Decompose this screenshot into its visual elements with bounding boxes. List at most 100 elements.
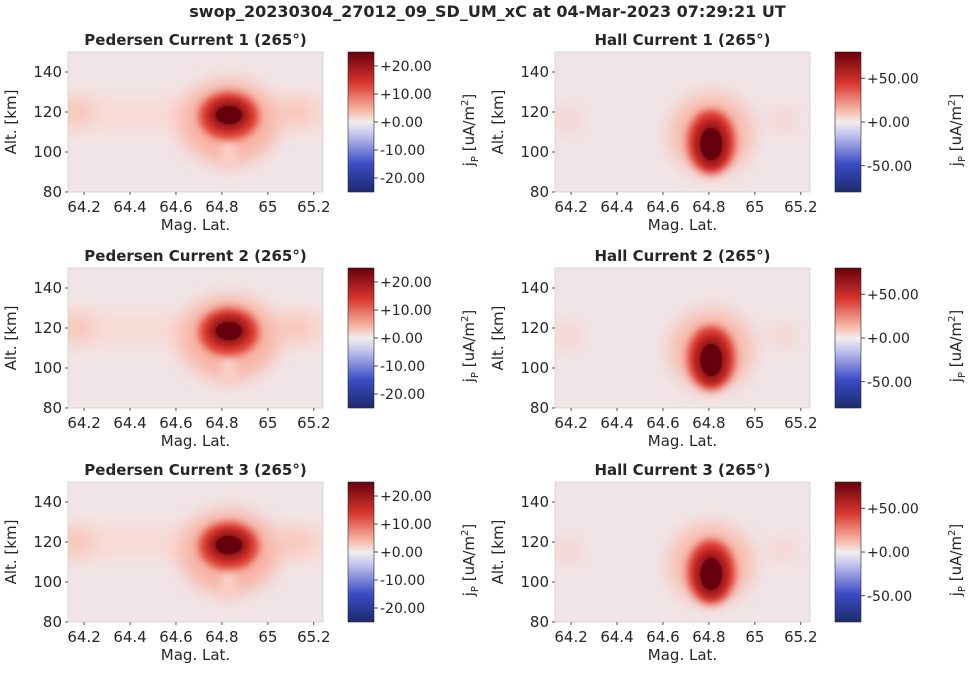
y-tick-label: 80 bbox=[43, 183, 62, 201]
y-tick-label: 140 bbox=[33, 63, 62, 81]
colorbar-tick-label: +20.00 bbox=[380, 489, 432, 505]
side-lobe bbox=[68, 528, 95, 556]
x-tick-label: 64.4 bbox=[113, 628, 146, 646]
y-tick-label: 120 bbox=[33, 103, 62, 121]
plot-frame bbox=[67, 481, 324, 623]
colorbar bbox=[347, 481, 375, 623]
panel-title: Hall Current 3 (265°) bbox=[594, 461, 770, 479]
colorbar-tick-label: +0.00 bbox=[867, 115, 910, 131]
panel-title: Hall Current 1 (265°) bbox=[594, 31, 770, 49]
y-axis-label: Alt. [km] bbox=[2, 306, 20, 371]
x-tick-label: 65.2 bbox=[297, 198, 330, 216]
colorbar-tick-label: +50.00 bbox=[867, 71, 919, 87]
side-lobe bbox=[277, 529, 314, 555]
colorbar-tick-label: +50.00 bbox=[867, 287, 919, 303]
y-axis-label: Alt. [km] bbox=[489, 90, 507, 155]
heatmap-field bbox=[68, 510, 323, 602]
colorbar-label: jP [uA/m2] bbox=[460, 524, 481, 598]
heatmap-field bbox=[555, 524, 797, 604]
x-tick-label: 64.2 bbox=[67, 628, 100, 646]
side-lobe bbox=[68, 314, 95, 342]
panel-title: Pedersen Current 3 (265°) bbox=[84, 461, 306, 479]
colorbar-tick-label: -50.00 bbox=[867, 159, 912, 175]
x-tick-label: 64.4 bbox=[113, 414, 146, 432]
current-tail bbox=[220, 566, 237, 602]
side-lobe bbox=[68, 98, 95, 126]
side-lobe bbox=[768, 325, 797, 347]
x-tick-label: 64.6 bbox=[646, 198, 679, 216]
y-tick-label: 120 bbox=[520, 319, 549, 337]
current-peak-center bbox=[700, 128, 723, 160]
colorbar-tick-label: -20.00 bbox=[380, 601, 425, 617]
colorbar bbox=[347, 51, 375, 193]
y-axis-label: Alt. [km] bbox=[2, 520, 20, 585]
plot-frame bbox=[554, 481, 811, 623]
plot-frame bbox=[554, 267, 811, 409]
colorbar bbox=[834, 481, 862, 623]
y-tick-label: 100 bbox=[33, 143, 62, 161]
heatmap-panel: Pedersen Current 3 (265°) 64.2 64.4 64.6 64.… bbox=[2, 461, 481, 664]
heatmap-field bbox=[555, 310, 797, 390]
x-tick-label: 64.8 bbox=[205, 198, 238, 216]
y-tick-label: 100 bbox=[33, 573, 62, 591]
colorbar bbox=[347, 267, 375, 409]
colorbar-tick-label: +10.00 bbox=[380, 517, 432, 533]
y-tick-label: 80 bbox=[530, 613, 549, 631]
panel-title: Pedersen Current 2 (265°) bbox=[84, 247, 306, 265]
y-tick-label: 120 bbox=[520, 103, 549, 121]
y-tick-label: 100 bbox=[33, 359, 62, 377]
x-tick-label: 64.2 bbox=[554, 628, 587, 646]
heatmap-field bbox=[68, 296, 323, 388]
colorbar-label: jP [uA/m2] bbox=[460, 94, 481, 168]
colorbar-tick-label: -10.00 bbox=[380, 143, 425, 159]
side-lobe bbox=[768, 109, 797, 131]
colorbar-tick-label: +0.00 bbox=[380, 331, 423, 347]
colorbar-tick-label: -10.00 bbox=[380, 359, 425, 375]
y-tick-label: 80 bbox=[530, 183, 549, 201]
x-axis-label: Mag. Lat. bbox=[161, 216, 230, 234]
plot-frame bbox=[67, 267, 324, 409]
x-axis-label: Mag. Lat. bbox=[648, 216, 717, 234]
x-tick-label: 64.4 bbox=[600, 414, 633, 432]
x-tick-label: 64.6 bbox=[159, 628, 192, 646]
y-tick-label: 140 bbox=[520, 493, 549, 511]
y-tick-label: 80 bbox=[43, 399, 62, 417]
y-tick-label: 100 bbox=[520, 143, 549, 161]
heatmap-field bbox=[555, 94, 797, 174]
y-tick-label: 120 bbox=[33, 533, 62, 551]
colorbar-tick-label: -50.00 bbox=[867, 375, 912, 391]
x-tick-label: 64.2 bbox=[554, 414, 587, 432]
y-tick-label: 140 bbox=[33, 279, 62, 297]
colorbar-tick-label: +50.00 bbox=[867, 501, 919, 517]
y-tick-label: 80 bbox=[530, 399, 549, 417]
x-tick-label: 65 bbox=[258, 628, 277, 646]
current-peak-center bbox=[700, 558, 723, 590]
plot-frame bbox=[67, 51, 324, 193]
current-peak-center bbox=[700, 344, 723, 376]
heatmap-panel: Pedersen Current 2 (265°) 64.2 64.4 64.6 64.… bbox=[2, 247, 481, 450]
y-tick-label: 100 bbox=[520, 359, 549, 377]
heatmap-field bbox=[68, 80, 323, 172]
x-tick-label: 64.4 bbox=[600, 628, 633, 646]
colorbar-label: jP [uA/m2] bbox=[460, 310, 481, 384]
y-tick-label: 120 bbox=[33, 319, 62, 337]
colorbar-tick-label: -50.00 bbox=[867, 589, 912, 605]
y-axis-label: Alt. [km] bbox=[489, 520, 507, 585]
x-tick-label: 64.2 bbox=[67, 198, 100, 216]
plot-frame bbox=[554, 51, 811, 193]
x-axis-label: Mag. Lat. bbox=[648, 432, 717, 450]
heatmap-panel: Hall Current 3 (265°) 64.2 64.4 64.6 64.8 65 6… bbox=[489, 461, 968, 664]
colorbar-tick-label: -20.00 bbox=[380, 387, 425, 403]
x-tick-label: 64.8 bbox=[205, 414, 238, 432]
x-tick-label: 64.6 bbox=[646, 628, 679, 646]
heatmap-panel: Hall Current 1 (265°) 64.2 64.4 64.6 64.8 65 6… bbox=[489, 31, 968, 234]
colorbar-tick-label: +0.00 bbox=[380, 115, 423, 131]
y-tick-label: 140 bbox=[33, 493, 62, 511]
side-lobe bbox=[277, 315, 314, 341]
heatmap-panel: Hall Current 2 (265°) 64.2 64.4 64.6 64.8 65 6… bbox=[489, 247, 968, 450]
side-lobe bbox=[555, 108, 583, 132]
x-axis-label: Mag. Lat. bbox=[648, 646, 717, 664]
current-peak-center bbox=[215, 106, 242, 124]
x-tick-label: 64.6 bbox=[159, 414, 192, 432]
